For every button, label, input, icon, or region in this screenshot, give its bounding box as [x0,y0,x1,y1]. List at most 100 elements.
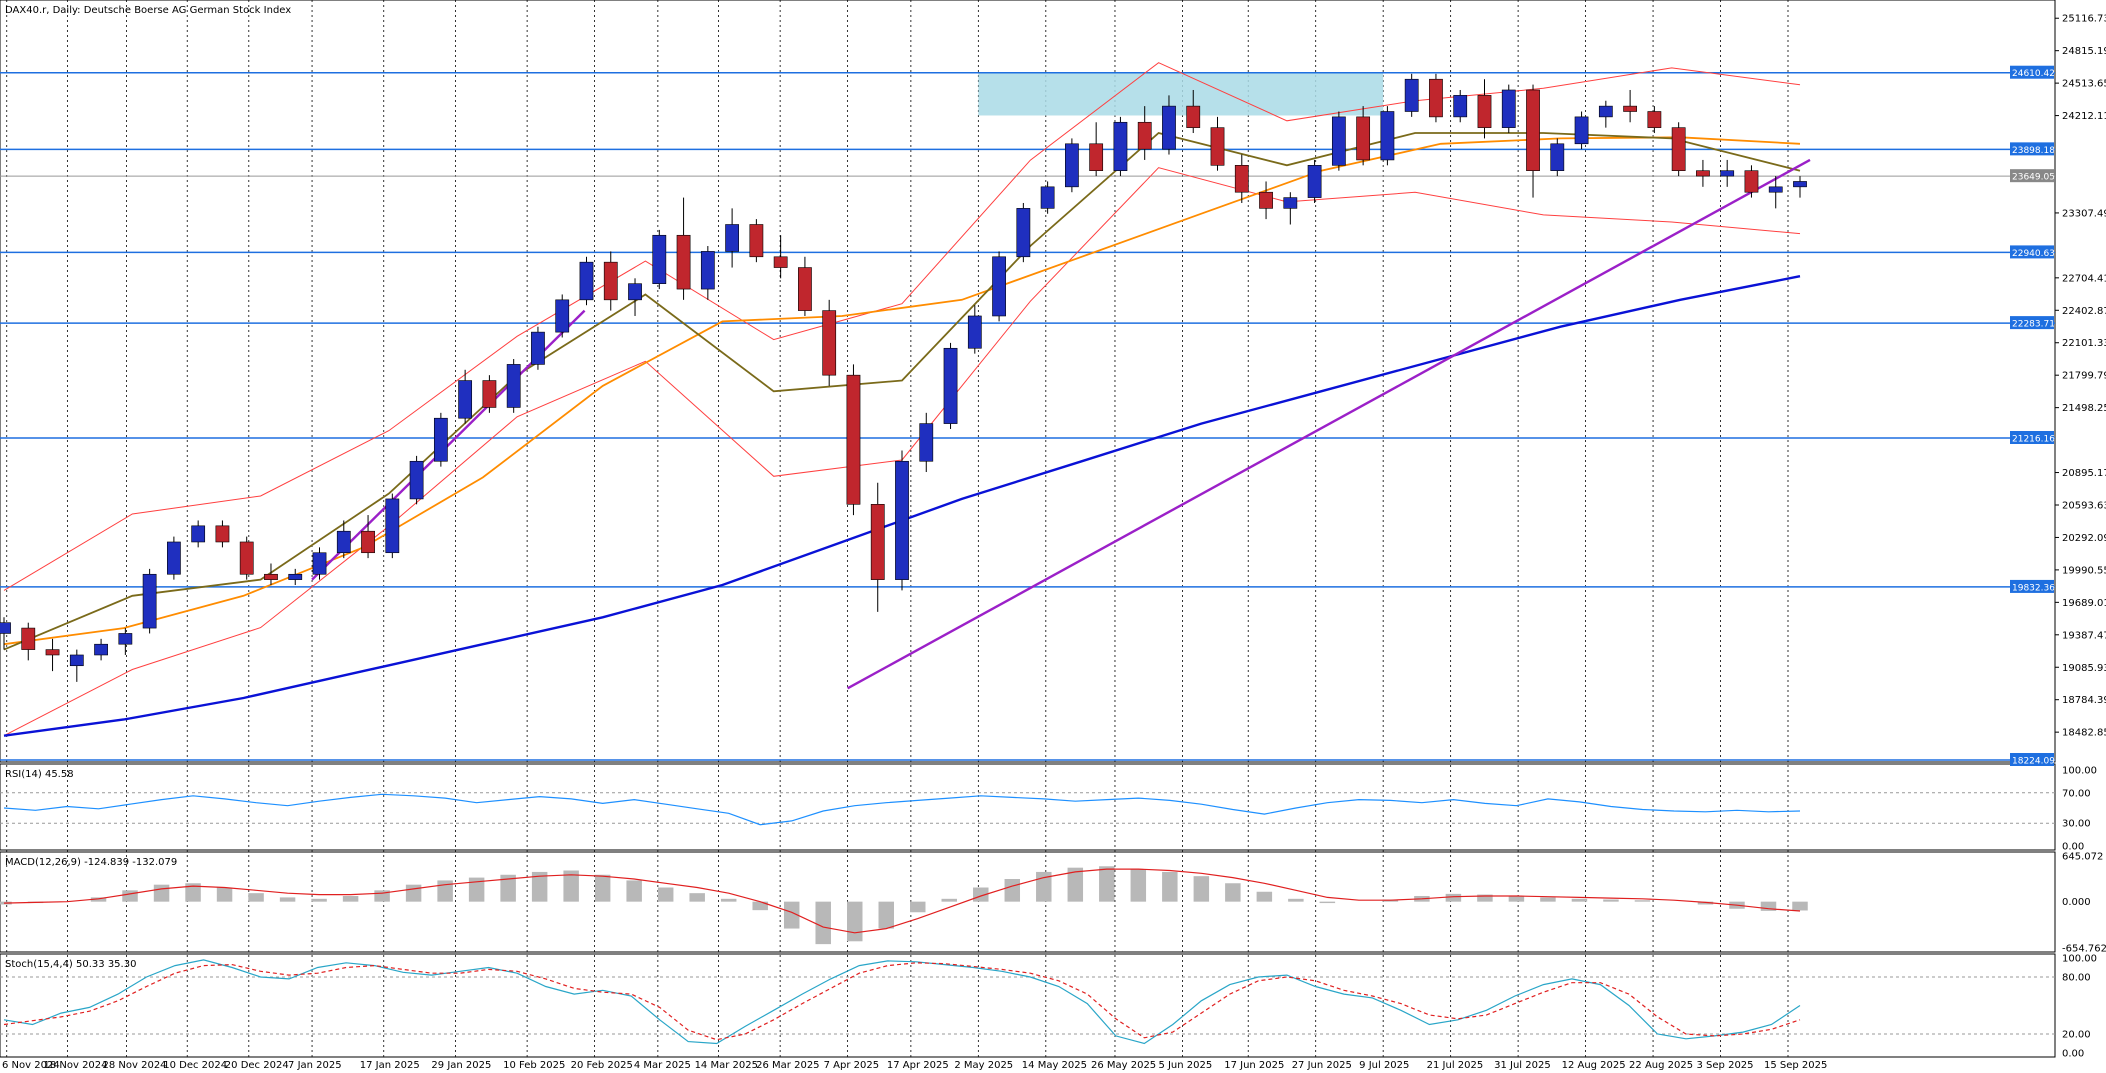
x-tick-label: 15 Sep 2025 [1764,1060,1827,1071]
x-tick-label: 21 Jul 2025 [1427,1060,1484,1071]
x-tick-label: 18 Nov 2024 [43,1060,107,1071]
candle-bull [506,364,521,408]
macd-histogram-bar [626,880,642,902]
candle-bull [1550,143,1565,171]
candle-bull [288,573,303,580]
candle-bear [1647,111,1662,128]
candle-bull [652,234,667,284]
candle-bull [1380,111,1395,161]
y-tick-label: 20292.09 [2062,533,2106,544]
macd-histogram-bar [342,895,359,902]
macd-histogram-bar [1540,897,1556,902]
x-tick-label: 3 Sep 2025 [1697,1060,1754,1071]
macd-histogram-bar [185,883,201,902]
candle-bull [94,643,108,656]
level-tag-label: 24610.42 [2012,69,2055,79]
y-tick-label: 20895.17 [2062,468,2106,479]
stoch-pane-frame [0,953,2056,1058]
y-tick-label: 22101.33 [2062,338,2106,349]
candle-bear [1356,116,1371,161]
macd-histogram-bar [878,901,894,929]
macd-histogram-bar [122,890,138,902]
candle-bull [967,315,982,349]
macd-histogram-bar [279,897,296,902]
candle-bear [1137,121,1152,150]
macd-histogram-bar [1288,898,1304,902]
candle-bull [1501,89,1516,128]
macd-histogram-bar [1004,879,1021,902]
macd-histogram-bar [846,901,863,942]
candle-bull [1598,105,1613,118]
macd-tick-label: 0.000 [2062,897,2091,908]
macd-histogram-bar [1571,898,1588,902]
x-tick-label: 17 Jun 2025 [1224,1060,1284,1071]
stoch-tick-label: 20.00 [2062,1030,2091,1041]
candle-bear [1671,127,1686,171]
candle-bull [433,417,448,462]
candle-bear [1259,191,1273,209]
candle-bear [1744,170,1759,193]
macd-histogram-bar [815,901,831,945]
macd-histogram-bar [500,874,516,902]
candle-bull [919,423,934,462]
stoch-tick-label: 80.00 [2062,973,2091,984]
macd-tick-label: 645.072 [2062,852,2103,863]
candle-bull [992,256,1006,317]
y-tick-label: 24513.65 [2062,79,2106,90]
x-tick-label: 17 Apr 2025 [887,1060,949,1071]
candle-bear [264,573,278,580]
current-price-tag [2010,169,2054,183]
macd-histogram-bar [563,870,579,902]
macd-histogram-bar [657,887,674,902]
x-tick-label: 5 Jun 2025 [1158,1060,1212,1071]
macd-histogram-bar [248,893,264,902]
macd-histogram-bar [1162,871,1178,902]
candle-bull [725,224,739,252]
macd-histogram-bar [1603,899,1619,902]
level-tag [2010,579,2054,593]
rsi-tick-label: 100.00 [2062,766,2097,777]
candle-bull [579,261,594,301]
x-tick-label: 26 Mar 2025 [756,1060,819,1071]
level-tag-label: 21216.16 [2012,434,2055,444]
macd-histogram-bar [90,897,107,902]
candle-bear [21,627,36,650]
candle-bear [1210,127,1225,166]
x-tick-label: 12 Aug 2025 [1562,1060,1626,1071]
rsi-pane-frame [0,763,2056,851]
candle-bull [1065,143,1079,188]
macd-histogram-bar [1445,893,1462,902]
level-tag [2010,142,2054,156]
main-pane-frame [0,0,2056,763]
y-tick-label: 19689.01 [2062,598,2106,609]
ema50-line [3,136,1801,646]
candle-bull [628,283,642,301]
candle-bull [458,380,473,419]
x-tick-label: 29 Jan 2025 [431,1060,491,1071]
stoch-tick-label: 100.00 [2062,954,2097,965]
candle-bear [1696,170,1710,177]
level-tag-label: 22940.63 [2012,249,2055,259]
candle-bear [239,541,254,575]
candle-bear [773,256,788,268]
macd-histogram-bar [1099,866,1115,902]
candle-bull [1331,116,1346,166]
macd-histogram-bar [1792,901,1808,911]
supply-zone [978,72,1384,116]
macd-histogram-bar [1067,867,1084,902]
candle-bull [895,460,909,580]
level-tag [2010,430,2054,444]
macd-histogram-bar [1508,895,1525,902]
x-tick-label: 22 Aug 2025 [1629,1060,1693,1071]
y-tick-label: 21799.79 [2062,371,2106,382]
macd-histogram-bar [311,898,327,902]
candle-bull [1307,165,1322,198]
candle-bull [385,498,400,554]
macd-histogram-bar [374,890,390,902]
level-tag-label: 18224.09 [2012,757,2055,767]
level-tag [2010,245,2054,259]
y-tick-label: 24815.19 [2062,46,2106,57]
x-tick-label: 31 Jul 2025 [1494,1060,1551,1071]
macd-histogram-bar [783,901,800,929]
